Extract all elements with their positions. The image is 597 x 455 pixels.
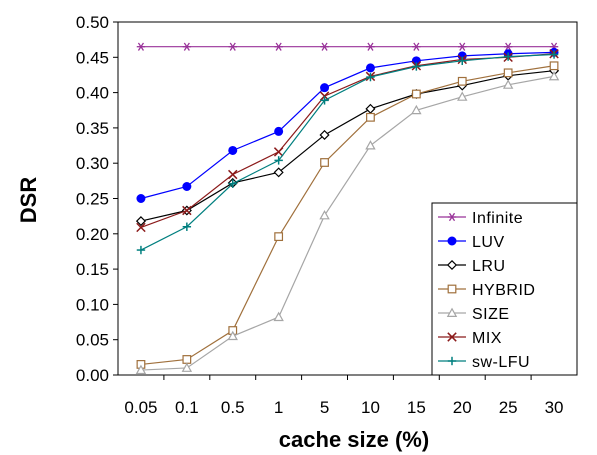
legend-label-infinite: Infinite bbox=[472, 210, 523, 227]
data-point-sw-lfu bbox=[366, 72, 375, 82]
data-point-size bbox=[273, 311, 284, 322]
x-axis-title: cache size (%) bbox=[279, 427, 429, 452]
legend-label-hybrid: HYBRID bbox=[472, 282, 535, 299]
legend-marker-hybrid bbox=[447, 284, 457, 294]
data-point-sw-lfu bbox=[228, 179, 237, 188]
data-point-size bbox=[548, 70, 560, 81]
data-point-hybrid bbox=[274, 232, 284, 242]
data-point-lru bbox=[135, 216, 146, 227]
data-point-sw-lfu bbox=[274, 156, 283, 165]
series-line-hybrid bbox=[140, 65, 555, 366]
data-point-mix bbox=[228, 169, 238, 180]
data-point-size bbox=[319, 210, 330, 220]
legend-label-sw-lfu: sw-LFU bbox=[472, 354, 530, 371]
x-tick-label: 15 bbox=[407, 398, 426, 417]
data-point-size bbox=[227, 330, 238, 341]
data-point-infinite bbox=[458, 42, 467, 51]
legend-marker-mix bbox=[447, 332, 457, 342]
data-point-hybrid bbox=[366, 112, 375, 122]
x-tick-label: 0.1 bbox=[175, 398, 199, 417]
x-tick-label: 20 bbox=[453, 398, 472, 417]
data-point-lru bbox=[273, 167, 284, 178]
y-tick-label: 0.45 bbox=[76, 48, 109, 67]
y-axis-title-group: DSR bbox=[16, 177, 41, 224]
y-tick-label: 0.10 bbox=[76, 295, 109, 314]
data-point-sw-lfu bbox=[182, 222, 192, 231]
data-point-sw-lfu bbox=[503, 52, 513, 61]
x-tick-label: 0.05 bbox=[124, 398, 157, 417]
legend-marker-size bbox=[446, 307, 458, 317]
data-point-hybrid bbox=[549, 61, 559, 71]
data-point-infinite bbox=[228, 42, 237, 51]
data-point-sw-lfu bbox=[320, 96, 329, 105]
x-tick-label: 0.5 bbox=[221, 398, 245, 417]
series-line-lru bbox=[140, 70, 555, 222]
data-point-sw-lfu bbox=[458, 56, 467, 66]
data-point-infinite bbox=[366, 42, 375, 51]
data-point-lru bbox=[365, 103, 376, 114]
data-point-infinite bbox=[320, 42, 329, 51]
data-point-size bbox=[365, 140, 376, 150]
data-point-size bbox=[457, 91, 468, 101]
legend-label-mix: MIX bbox=[472, 330, 502, 347]
legend: Infinite LUV LRU HYBRID SIZE MIX sw-LFU bbox=[431, 202, 578, 376]
data-point-mix bbox=[136, 222, 146, 233]
series-line-luv bbox=[140, 51, 555, 200]
legend-marker-lru bbox=[446, 259, 458, 271]
data-point-mix bbox=[273, 147, 284, 157]
data-point-infinite bbox=[136, 42, 146, 51]
legend-label-lru: LRU bbox=[472, 258, 506, 275]
data-point-hybrid bbox=[320, 158, 329, 167]
y-axis-title: DSR bbox=[16, 177, 41, 224]
legend-label-size: SIZE bbox=[472, 306, 510, 323]
data-point-luv bbox=[365, 63, 375, 73]
y-tick-label: 0.50 bbox=[76, 13, 109, 32]
data-point-sw-lfu bbox=[136, 245, 146, 255]
y-tick-label: 0.25 bbox=[76, 190, 109, 209]
y-tick-label: 0.20 bbox=[76, 225, 109, 244]
data-point-lru bbox=[319, 129, 330, 141]
data-point-size bbox=[502, 79, 514, 89]
legend-label-luv: LUV bbox=[472, 234, 505, 251]
series-line-sw-lfu bbox=[140, 53, 555, 251]
plot-area: 0.000.050.100.150.200.250.300.350.400.45… bbox=[76, 13, 578, 417]
x-tick-label: 1 bbox=[274, 398, 283, 417]
y-tick-label: 0.30 bbox=[76, 154, 109, 173]
y-tick-label: 0.40 bbox=[76, 84, 109, 103]
data-point-size bbox=[135, 364, 147, 375]
data-point-infinite bbox=[503, 42, 513, 51]
data-point-hybrid bbox=[182, 355, 192, 364]
x-tick-label: 25 bbox=[499, 398, 518, 417]
data-point-mix bbox=[182, 205, 192, 216]
y-tick-label: 0.00 bbox=[76, 366, 109, 385]
x-tick-label: 30 bbox=[545, 398, 564, 417]
data-point-size bbox=[411, 104, 422, 115]
data-point-sw-lfu bbox=[549, 50, 559, 59]
data-point-hybrid bbox=[503, 68, 513, 78]
y-tick-label: 0.05 bbox=[76, 331, 109, 350]
data-point-infinite bbox=[274, 42, 283, 51]
data-point-size bbox=[181, 362, 193, 372]
x-tick-label: 10 bbox=[361, 398, 380, 417]
data-point-luv bbox=[228, 145, 238, 155]
legend-marker-sw-lfu bbox=[447, 356, 457, 366]
data-point-hybrid bbox=[457, 76, 467, 86]
data-point-luv bbox=[320, 83, 330, 93]
y-tick-label: 0.35 bbox=[76, 119, 109, 138]
data-point-sw-lfu bbox=[412, 62, 421, 71]
data-point-luv bbox=[274, 126, 284, 136]
data-point-luv bbox=[136, 194, 146, 203]
legend-marker-luv bbox=[447, 236, 457, 246]
series-line-size bbox=[140, 75, 555, 371]
data-point-infinite bbox=[182, 42, 192, 51]
y-tick-label: 0.15 bbox=[76, 260, 109, 279]
legend-marker-infinite bbox=[447, 212, 457, 222]
x-tick-label: 5 bbox=[320, 398, 329, 417]
data-point-infinite bbox=[412, 42, 421, 51]
data-point-luv bbox=[182, 181, 192, 191]
data-point-hybrid bbox=[411, 89, 421, 99]
